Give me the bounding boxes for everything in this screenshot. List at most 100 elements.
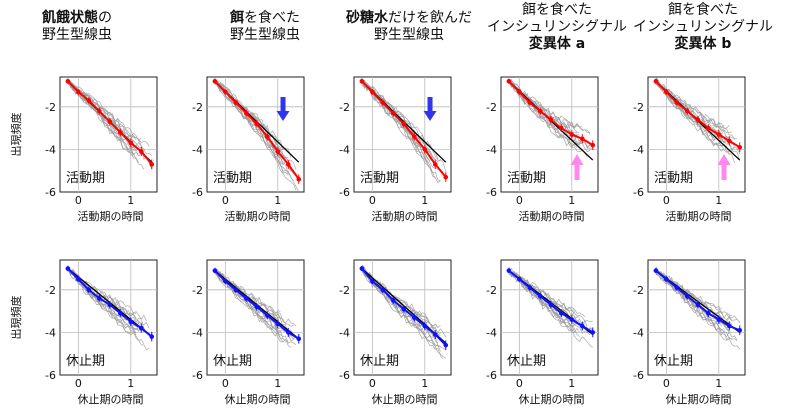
data-point — [359, 78, 365, 84]
data-point — [538, 293, 543, 299]
data-point — [705, 310, 711, 316]
panel-label: 活動期 — [213, 171, 252, 186]
header-line: インシュリンシグナル — [477, 19, 637, 36]
individual-trace — [67, 81, 150, 147]
x-tick-label: 1 — [715, 377, 722, 390]
data-point — [558, 125, 564, 131]
data-point — [149, 334, 155, 339]
data-point — [695, 302, 701, 308]
y-tick-label: -2 — [192, 101, 203, 114]
y-tick-label: -2 — [633, 101, 644, 114]
data-point — [685, 293, 690, 299]
individual-trace — [655, 270, 733, 317]
x-tick-label: 0 — [222, 377, 229, 390]
header-text: 野生型線虫 — [230, 27, 300, 43]
header-line: 餌を食べた — [477, 2, 637, 19]
header-text: 餌を食べた — [522, 2, 592, 18]
data-point — [579, 323, 585, 329]
data-point — [664, 89, 669, 95]
data-point — [590, 330, 596, 335]
data-point — [97, 296, 102, 301]
header-text: 変異体 a — [528, 36, 586, 52]
data-point — [517, 89, 522, 95]
data-point — [506, 78, 512, 84]
panel-label: 活動期 — [507, 171, 546, 186]
data-point — [380, 287, 386, 293]
header-line: 餌を食べた — [185, 10, 345, 27]
x-tick-label: 1 — [127, 377, 134, 390]
y-tick-label: -2 — [192, 284, 203, 297]
data-point — [285, 330, 291, 335]
data-point — [275, 321, 281, 327]
y-tick-label: -2 — [45, 101, 56, 114]
data-point — [685, 108, 690, 114]
data-point — [558, 310, 564, 316]
x-axis-label: 休止期の時間 — [666, 393, 732, 406]
y-tick-label: -6 — [486, 186, 497, 199]
data-point — [264, 313, 270, 318]
y-tick-label: -4 — [45, 143, 56, 156]
down-arrow-icon — [276, 97, 290, 121]
x-axis-label: 休止期の時間 — [225, 393, 291, 406]
x-tick-label: 1 — [274, 377, 281, 390]
panel-label: 活動期 — [360, 171, 399, 186]
data-point — [432, 162, 438, 167]
y-tick-label: -6 — [45, 369, 56, 382]
x-tick-label: 0 — [663, 194, 670, 207]
x-tick-label: 1 — [715, 194, 722, 207]
data-point — [254, 304, 260, 310]
data-point — [411, 134, 417, 139]
x-tick-label: 1 — [421, 194, 428, 207]
data-point — [138, 325, 144, 331]
data-point — [233, 287, 239, 293]
panel-label: 活動期 — [654, 171, 693, 186]
y-tick-label: -6 — [192, 369, 203, 382]
x-axis-label: 活動期の時間 — [666, 209, 732, 223]
y-tick-label: -2 — [486, 284, 497, 297]
x-axis-label: 活動期の時間 — [372, 209, 438, 223]
y-tick-label: -4 — [486, 326, 497, 339]
data-point — [726, 323, 732, 329]
individual-trace — [655, 83, 725, 152]
individual-trace — [67, 269, 139, 331]
data-point — [432, 332, 438, 337]
x-tick-label: 1 — [568, 377, 575, 390]
down-arrow-icon — [423, 97, 437, 121]
y-axis-label: 出現頻度 — [9, 113, 23, 157]
data-point — [653, 78, 659, 84]
header-text: を食べた — [244, 10, 300, 26]
header-line: 変異体 b — [623, 36, 783, 53]
header-line: 変異体 a — [477, 36, 637, 53]
data-point — [370, 278, 375, 284]
panel-label: 休止期 — [360, 354, 399, 369]
individual-trace — [361, 83, 428, 165]
data-point — [244, 110, 249, 116]
data-point — [128, 319, 134, 325]
header-text: だけを飲んだ — [388, 10, 472, 26]
x-tick-label: 0 — [75, 377, 82, 390]
data-point — [128, 140, 134, 146]
x-tick-label: 0 — [369, 377, 376, 390]
individual-trace — [655, 271, 722, 312]
y-tick-label: -6 — [486, 369, 497, 382]
data-point — [705, 125, 711, 131]
header-text: 変異体 b — [674, 36, 732, 52]
header-text: 砂糖水 — [346, 10, 388, 26]
data-point — [726, 138, 732, 144]
y-tick-label: -2 — [339, 284, 350, 297]
panel-label: 休止期 — [66, 354, 105, 369]
data-point — [411, 315, 417, 320]
y-tick-label: -4 — [192, 326, 203, 339]
header-text: 餌を食べた — [668, 2, 738, 18]
data-point — [380, 100, 386, 105]
data-point — [254, 121, 260, 127]
data-point — [370, 89, 375, 95]
x-tick-label: 0 — [516, 377, 523, 390]
data-point — [149, 162, 155, 167]
y-tick-label: -6 — [339, 186, 350, 199]
data-point — [579, 136, 585, 142]
header-line: 野生型線虫 — [185, 27, 345, 44]
data-point — [117, 130, 123, 135]
x-tick-label: 1 — [421, 377, 428, 390]
individual-trace — [361, 82, 439, 170]
